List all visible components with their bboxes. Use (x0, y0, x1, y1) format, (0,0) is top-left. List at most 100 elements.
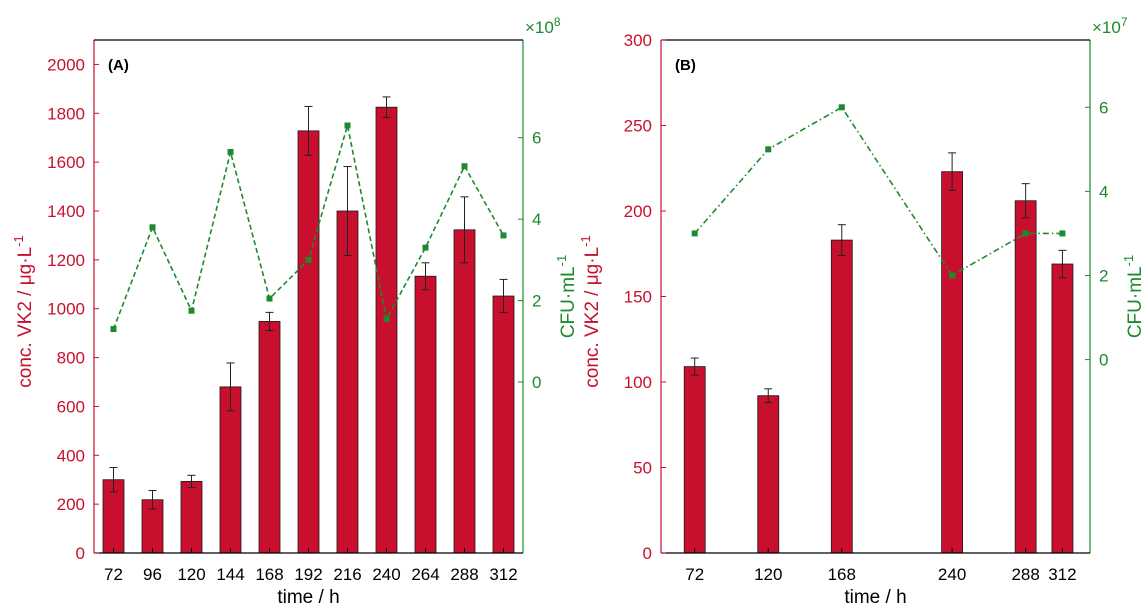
left-tick-label: 50 (633, 459, 652, 478)
x-tick-label: 120 (754, 565, 782, 584)
right-axis-label-sup: -1 (1121, 255, 1136, 267)
bar-168 (258, 321, 281, 554)
right-tick-label: 0 (532, 373, 541, 392)
right-tick-label: 4 (532, 210, 541, 229)
right-tick-label: 0 (1099, 351, 1108, 370)
left-tick-label: 800 (57, 349, 85, 368)
right-axis-label-text: CFU·mL (1125, 266, 1142, 338)
x-tick-label: 192 (294, 565, 322, 584)
x-tick-label: 72 (104, 565, 123, 584)
right-tick-label: 6 (532, 129, 541, 148)
right-axis-multiplier-base: ×10 (1092, 18, 1121, 37)
x-tick-label: 144 (216, 565, 244, 584)
x-tick-label: 312 (489, 565, 517, 584)
bar-216 (336, 210, 359, 554)
cfu-point-312 (1059, 230, 1066, 237)
left-tick-label: 150 (624, 288, 652, 307)
error-bar-288 (460, 196, 469, 264)
x-tick-label: 240 (938, 565, 966, 584)
x-tick-label: 264 (411, 565, 439, 584)
left-tick-label: 100 (624, 373, 652, 392)
cfu-point-264 (422, 244, 429, 251)
right-tick-label: 6 (1099, 98, 1108, 117)
x-axis-label: time / h (844, 587, 906, 608)
left-axis-label-sup: -1 (11, 235, 26, 247)
error-bar-264 (421, 262, 430, 291)
cfu-point-240 (383, 315, 390, 322)
left-tick-label: 600 (57, 397, 85, 416)
chart-panel-b: 0 50 100 150 200 250 300 0 2 4 6 72 120 168 240 288 312 (… (578, 15, 1142, 608)
error-bar-120 (187, 474, 196, 489)
right-axis-label-sup: -1 (554, 255, 569, 267)
left-tick-label: 1600 (47, 153, 85, 172)
left-tick-label: 1800 (47, 104, 85, 123)
left-axis-label: conc. VK2 / μg·L-1 (11, 235, 36, 387)
x-tick-label: 288 (450, 565, 478, 584)
error-bar-312 (499, 278, 508, 314)
left-tick-label: 400 (57, 446, 85, 465)
bar-120 (180, 481, 203, 554)
right-axis-multiplier-exp: 7 (1121, 15, 1128, 29)
right-axis-label: CFU·mL-1 (554, 255, 579, 338)
bar-168 (830, 239, 853, 554)
bar-240 (941, 171, 964, 554)
bar-144 (219, 386, 242, 554)
left-axis-label-text: conc. VK2 / μg·L (582, 247, 603, 388)
left-tick-label: 1200 (47, 251, 85, 270)
panel-label: (A) (108, 57, 129, 74)
error-bar-312 (1058, 249, 1067, 279)
bar-264 (414, 275, 437, 554)
error-bar-96 (148, 489, 157, 510)
left-tick-label: 0 (643, 544, 652, 563)
error-bar-72 (690, 357, 699, 376)
x-tick-label: 288 (1011, 565, 1039, 584)
right-axis-label: CFU·mL-1 (1121, 255, 1142, 338)
x-tick-label: 312 (1048, 565, 1076, 584)
right-axis-multiplier-exp: 8 (554, 15, 561, 29)
left-axis-label-sup: -1 (578, 235, 593, 247)
right-axis-multiplier: ×108 (525, 15, 561, 37)
error-bar-192 (304, 105, 313, 156)
error-bar-120 (764, 388, 773, 404)
cfu-point-120 (765, 146, 772, 153)
left-tick-label: 300 (624, 31, 652, 50)
left-tick-label: 1400 (47, 202, 85, 221)
x-tick-label: 72 (685, 565, 704, 584)
cfu-point-216 (344, 122, 351, 129)
cfu-point-288 (1022, 230, 1029, 237)
left-tick-label: 1000 (47, 300, 85, 319)
right-axis-multiplier-base: ×10 (525, 18, 554, 37)
right-axis-multiplier: ×107 (1092, 15, 1128, 37)
right-tick-label: 2 (1099, 266, 1108, 285)
cfu-point-312 (500, 232, 507, 239)
left-axis-label: conc. VK2 / μg·L-1 (578, 235, 603, 387)
left-axis-label-text: conc. VK2 / μg·L (15, 247, 36, 388)
cfu-point-168 (266, 295, 273, 302)
error-bar-144 (226, 362, 235, 412)
panel-label: (B) (675, 57, 696, 74)
left-tick-label: 0 (76, 544, 85, 563)
cfu-point-288 (461, 163, 468, 170)
cfu-line (694, 106, 1063, 277)
x-tick-label: 120 (177, 565, 205, 584)
left-tick-label: 250 (624, 117, 652, 136)
x-tick-label: 96 (143, 565, 162, 584)
bar-120 (757, 395, 780, 554)
cfu-point-192 (305, 256, 312, 263)
x-tick-label: 168 (828, 565, 856, 584)
error-bar-216 (343, 166, 352, 256)
right-tick-label: 2 (532, 292, 541, 311)
x-tick-label: 240 (372, 565, 400, 584)
bar-288 (1014, 200, 1037, 554)
cfu-point-72 (110, 326, 117, 333)
cfu-point-120 (188, 307, 195, 314)
left-tick-label: 200 (624, 202, 652, 221)
bar-240 (375, 106, 398, 554)
bar-288 (453, 229, 476, 554)
error-bar-288 (1021, 183, 1030, 219)
cfu-point-144 (227, 148, 234, 155)
x-tick-label: 216 (333, 565, 361, 584)
cfu-point-168 (838, 104, 845, 111)
error-bar-168 (837, 224, 846, 256)
